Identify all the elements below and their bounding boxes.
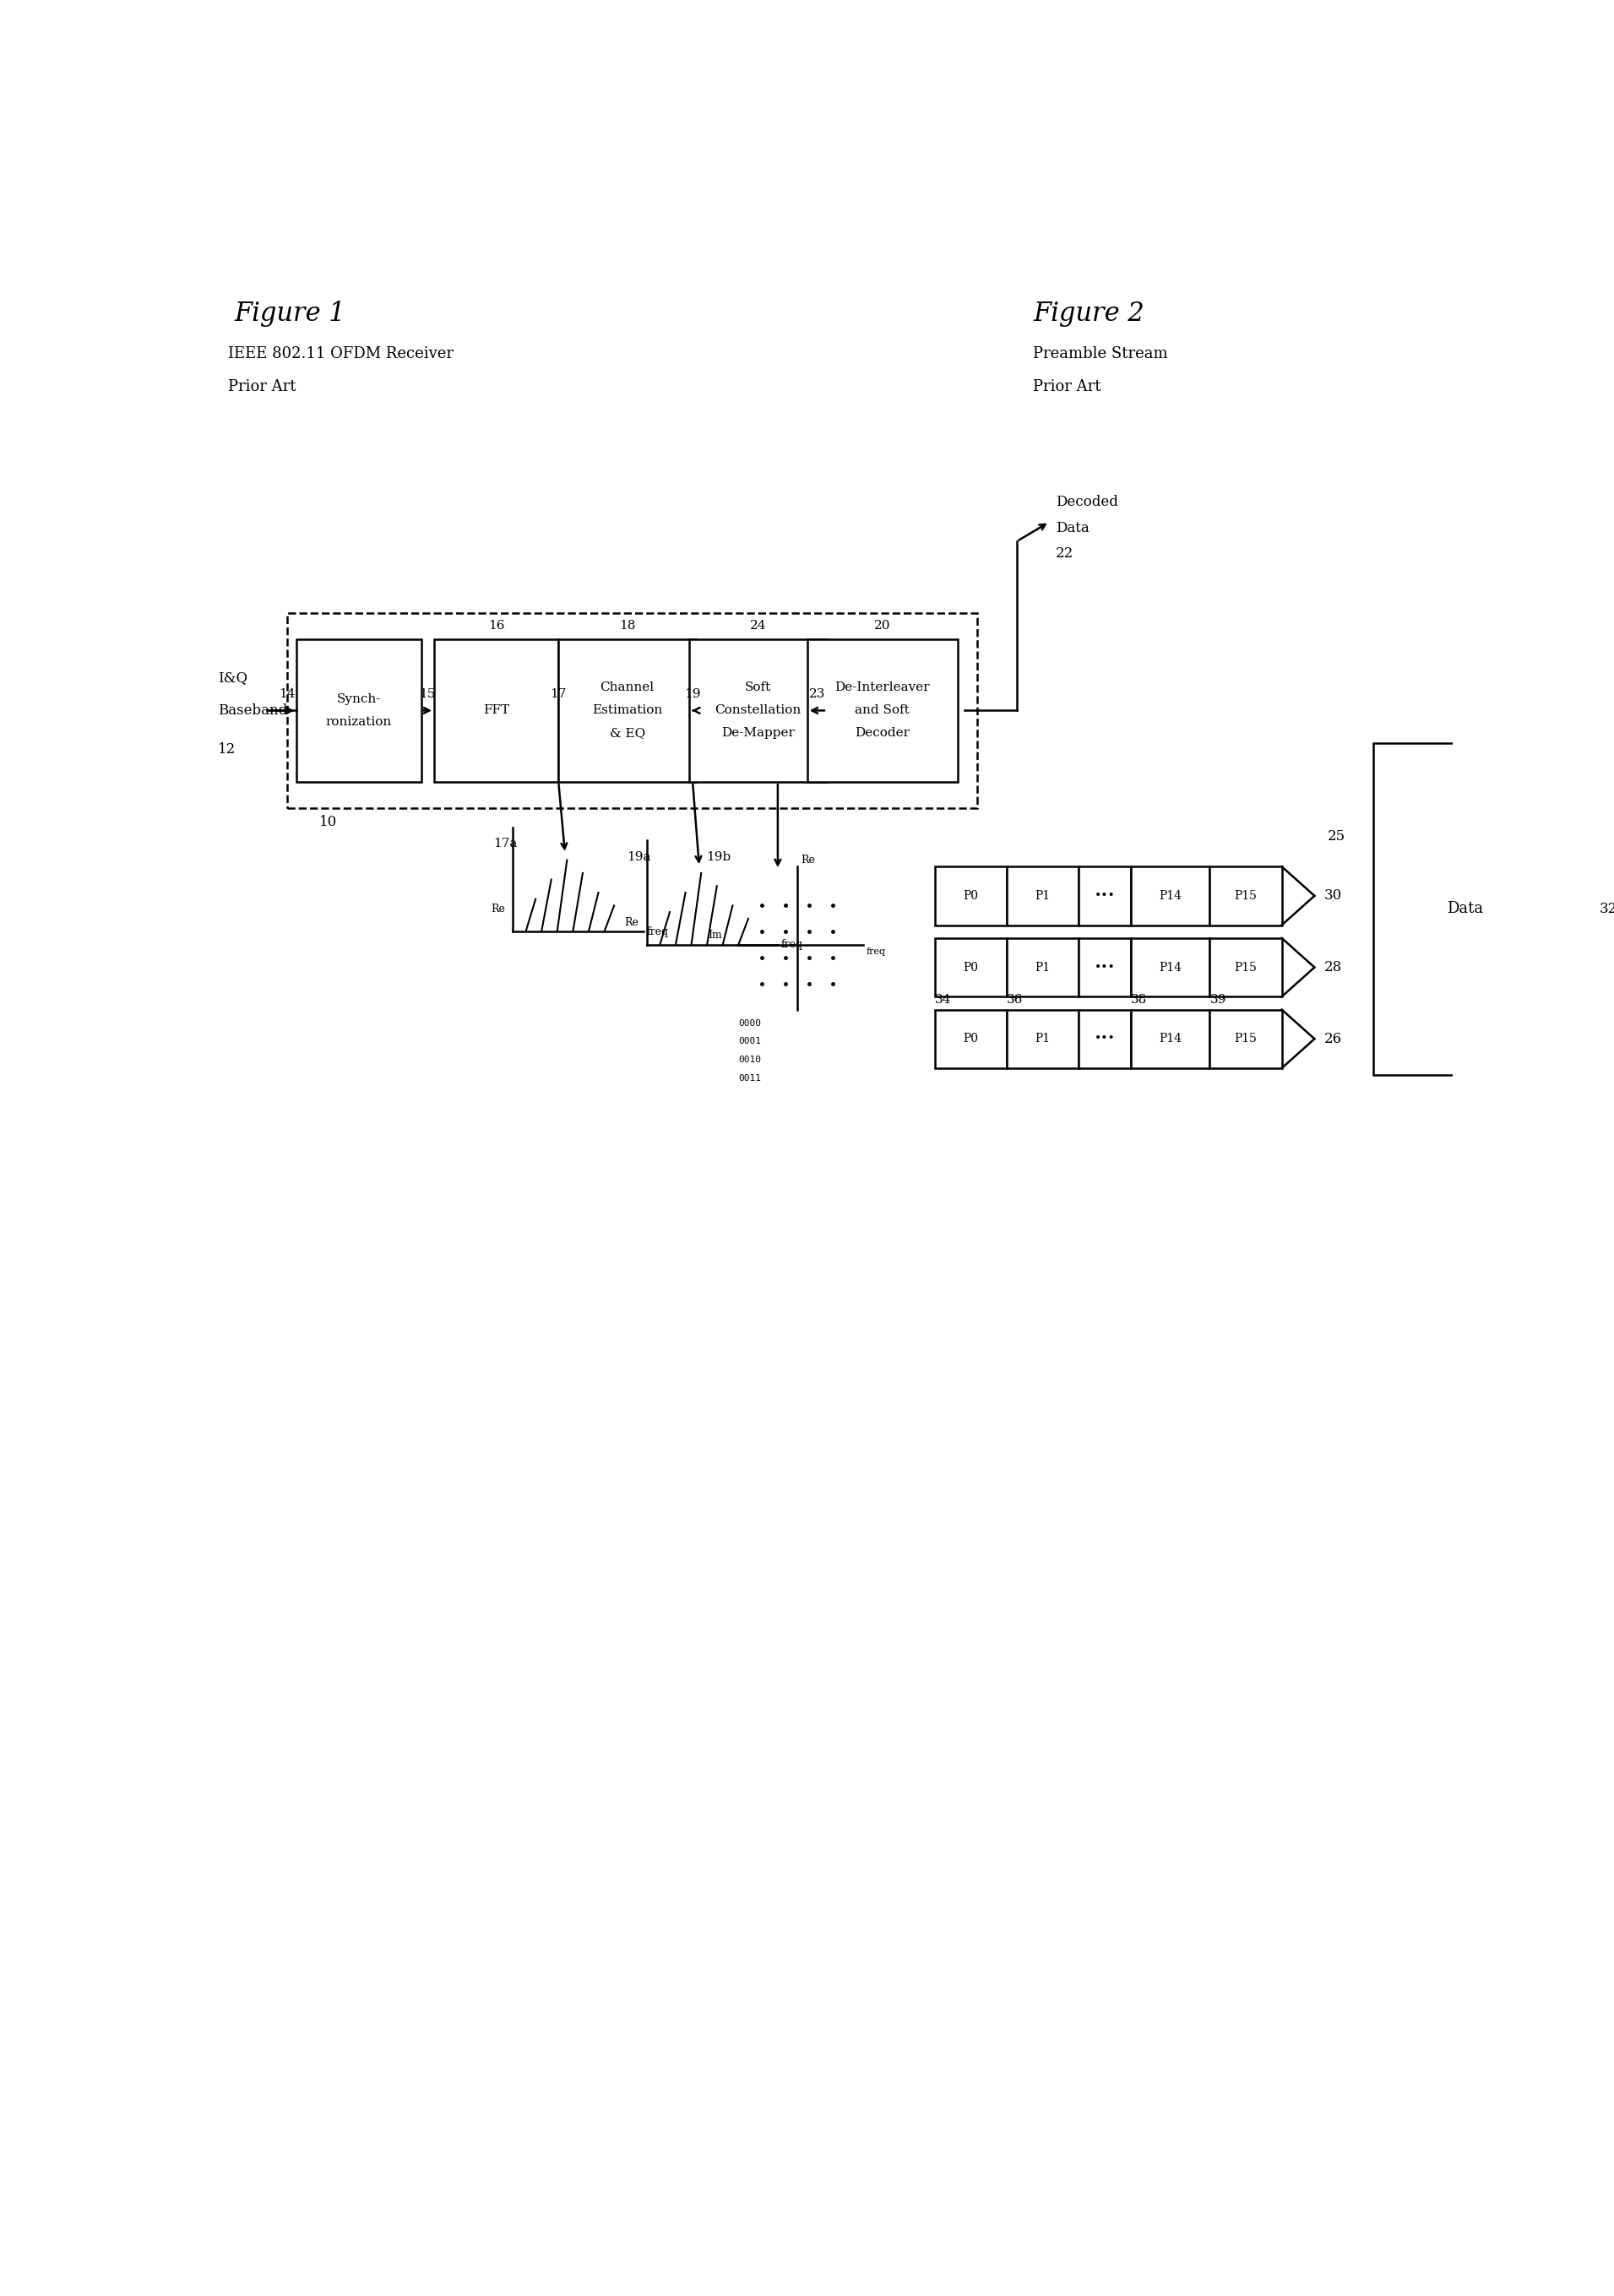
- Bar: [1007, 866, 1078, 925]
- Text: Data: Data: [1056, 521, 1089, 535]
- Text: Soft: Soft: [746, 682, 771, 693]
- Text: 38: 38: [1131, 994, 1148, 1006]
- Text: P15: P15: [1235, 1033, 1257, 1045]
- Text: 22: 22: [1056, 546, 1073, 560]
- Bar: [297, 638, 421, 783]
- Text: 36: 36: [1007, 994, 1023, 1006]
- Text: ronization: ronization: [326, 716, 392, 728]
- Text: Figure 1: Figure 1: [234, 301, 345, 326]
- Text: 23: 23: [809, 689, 825, 700]
- Bar: [287, 613, 978, 808]
- Text: 0000: 0000: [739, 1019, 762, 1029]
- Bar: [1078, 1010, 1131, 1068]
- Text: 0011: 0011: [739, 1075, 762, 1081]
- Text: Decoder: Decoder: [855, 728, 910, 739]
- Bar: [1007, 1010, 1078, 1068]
- Text: 17: 17: [550, 689, 567, 700]
- Text: •••: •••: [1094, 891, 1115, 902]
- Text: Preamble Stream: Preamble Stream: [1033, 347, 1169, 360]
- Text: De-Interleaver: De-Interleaver: [834, 682, 930, 693]
- Bar: [1078, 866, 1131, 925]
- Text: 16: 16: [487, 620, 505, 631]
- Text: De-Mapper: De-Mapper: [721, 728, 794, 739]
- Text: and Soft: and Soft: [855, 705, 910, 716]
- Text: 24: 24: [751, 620, 767, 631]
- Text: 10: 10: [320, 815, 337, 829]
- Text: 19: 19: [684, 689, 700, 700]
- Text: Synch-: Synch-: [337, 693, 381, 705]
- Text: 19b: 19b: [705, 852, 731, 863]
- Text: Data: Data: [1446, 902, 1483, 916]
- Text: 28: 28: [1325, 960, 1343, 974]
- Bar: [558, 638, 696, 783]
- Text: 19a: 19a: [628, 852, 652, 863]
- Text: Prior Art: Prior Art: [1033, 379, 1101, 395]
- Text: 15: 15: [420, 689, 436, 700]
- Text: 18: 18: [620, 620, 636, 631]
- Text: 12: 12: [218, 742, 236, 758]
- Bar: [434, 638, 558, 783]
- Bar: [1374, 744, 1556, 1075]
- Text: P0: P0: [964, 962, 978, 974]
- Text: 39: 39: [1210, 994, 1227, 1006]
- Text: P0: P0: [964, 891, 978, 902]
- Text: 34: 34: [935, 994, 951, 1006]
- Text: Figure 2: Figure 2: [1033, 301, 1144, 326]
- Text: & EQ: & EQ: [610, 728, 646, 739]
- Text: P0: P0: [964, 1033, 978, 1045]
- Text: IEEE 802.11 OFDM Receiver: IEEE 802.11 OFDM Receiver: [228, 347, 454, 360]
- Text: P14: P14: [1159, 891, 1181, 902]
- Text: freq: freq: [781, 939, 804, 951]
- Text: 30: 30: [1325, 889, 1343, 902]
- Text: P14: P14: [1159, 962, 1181, 974]
- Text: Baseband: Baseband: [218, 703, 287, 719]
- Text: P1: P1: [1035, 1033, 1051, 1045]
- Bar: [1078, 939, 1131, 996]
- Text: P15: P15: [1235, 962, 1257, 974]
- Text: Im: Im: [709, 930, 721, 941]
- Text: freq: freq: [867, 948, 886, 955]
- Text: P1: P1: [1035, 962, 1051, 974]
- Text: 17a: 17a: [492, 838, 516, 850]
- Text: P14: P14: [1159, 1033, 1181, 1045]
- Bar: [1210, 939, 1282, 996]
- Text: Re: Re: [491, 905, 505, 914]
- Text: 0001: 0001: [739, 1038, 762, 1045]
- Text: •••: •••: [1094, 1033, 1115, 1045]
- Text: freq: freq: [647, 925, 668, 937]
- Bar: [935, 866, 1007, 925]
- Text: I&Q: I&Q: [218, 670, 247, 684]
- Text: 25: 25: [1328, 829, 1346, 845]
- Text: Channel: Channel: [600, 682, 654, 693]
- Text: 26: 26: [1325, 1031, 1343, 1047]
- Bar: [935, 1010, 1007, 1068]
- Bar: [1210, 866, 1282, 925]
- Bar: [807, 638, 957, 783]
- Bar: [1131, 866, 1210, 925]
- Bar: [1007, 939, 1078, 996]
- Bar: [935, 939, 1007, 996]
- Bar: [689, 638, 826, 783]
- Text: Decoded: Decoded: [1056, 494, 1119, 510]
- Text: P15: P15: [1235, 891, 1257, 902]
- Text: Prior Art: Prior Art: [228, 379, 295, 395]
- Text: Re: Re: [625, 916, 639, 928]
- Text: Re: Re: [801, 854, 815, 866]
- Text: 0010: 0010: [739, 1056, 762, 1063]
- Text: Constellation: Constellation: [715, 705, 801, 716]
- Text: P1: P1: [1035, 891, 1051, 902]
- Bar: [1210, 1010, 1282, 1068]
- Text: 20: 20: [875, 620, 891, 631]
- Text: •••: •••: [1094, 962, 1115, 974]
- Bar: [1131, 939, 1210, 996]
- Text: Estimation: Estimation: [592, 705, 662, 716]
- Bar: [1131, 1010, 1210, 1068]
- Text: FFT: FFT: [483, 705, 510, 716]
- Text: 14: 14: [279, 689, 295, 700]
- Text: 32: 32: [1599, 902, 1614, 916]
